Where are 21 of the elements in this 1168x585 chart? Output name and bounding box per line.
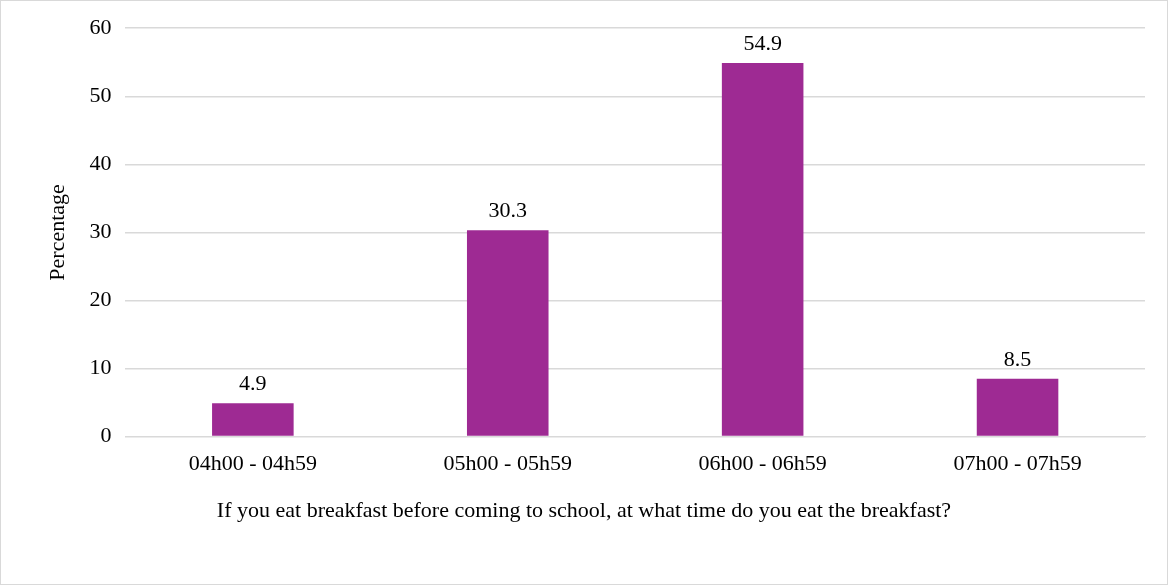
bar xyxy=(212,403,294,436)
y-tick-label: 60 xyxy=(89,13,112,39)
y-tick-label: 30 xyxy=(89,218,112,244)
bar xyxy=(976,378,1059,436)
bar xyxy=(721,62,804,436)
y-tick-label: 50 xyxy=(89,82,112,108)
data-label: 30.3 xyxy=(488,197,527,223)
data-label: 8.5 xyxy=(1003,345,1032,371)
y-tick-label: 10 xyxy=(89,354,112,380)
x-tick-label: 04h00 - 04h59 xyxy=(188,449,318,475)
x-axis-title: If you eat breakfast before coming to school, at what time do you eat the breakfast? xyxy=(216,496,952,524)
x-tick-label: 07h00 - 07h59 xyxy=(953,449,1082,475)
data-label: 54.9 xyxy=(743,29,782,55)
bar xyxy=(466,230,549,436)
x-tick-label: 05h00 - 05h59 xyxy=(443,449,572,475)
x-tick-label: 06h00 - 06h59 xyxy=(698,449,827,475)
y-tick-label: 20 xyxy=(89,286,112,312)
y-tick-label: 0 xyxy=(100,422,112,448)
data-label: 4.9 xyxy=(239,370,267,396)
y-tick-label: 40 xyxy=(89,150,112,176)
y-axis-title: Percentage xyxy=(43,184,69,281)
